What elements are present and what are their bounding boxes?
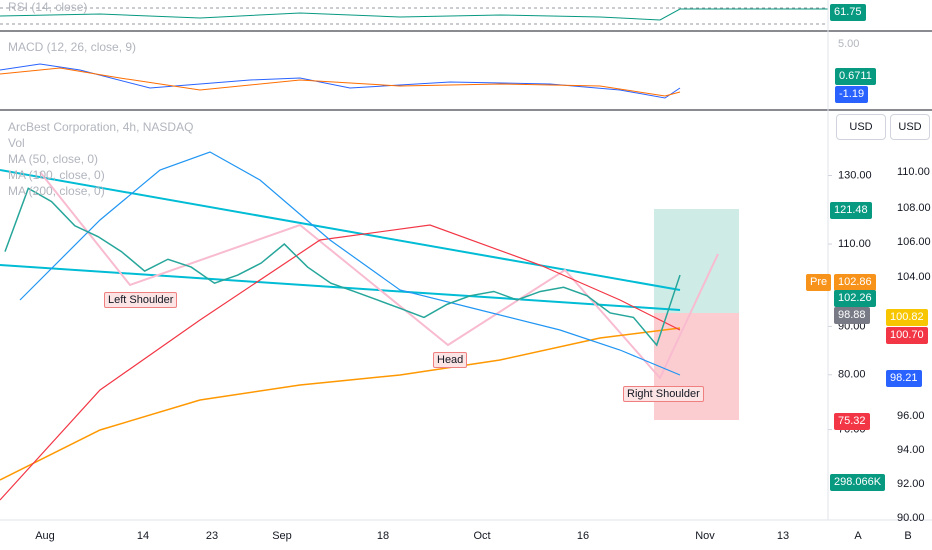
signal-line xyxy=(0,67,681,97)
y-tick-label: 90.00 xyxy=(897,512,925,524)
y-tick-label: 104.00 xyxy=(897,271,931,283)
price-tag: 102.86 xyxy=(834,274,876,291)
target-zone xyxy=(654,209,739,313)
rsi-value: 61.75 xyxy=(830,4,866,21)
y-tick-label: 110.00 xyxy=(897,166,930,178)
y-tick-label: 108.00 xyxy=(897,202,931,214)
currency-button[interactable]: USD xyxy=(890,114,930,140)
macd-value: -1.19 xyxy=(835,86,869,103)
macd-label: MACD (12, 26, close, 9) xyxy=(8,40,137,54)
ma-100 xyxy=(0,224,681,501)
x-tick-label: Aug xyxy=(35,530,55,542)
y-tick-label: 96.00 xyxy=(897,410,925,422)
x-tick-label: Sep xyxy=(272,530,292,542)
legend-item: MA (50, close, 0) xyxy=(8,152,99,166)
y-tick-label: 94.00 xyxy=(897,444,925,456)
x-tick-label: 13 xyxy=(777,530,789,542)
pattern-label: Right Shoulder xyxy=(623,386,704,402)
legend-item: MA (200, close, 0) xyxy=(8,184,105,198)
y-tick-label: 80.00 xyxy=(838,369,866,381)
price-line xyxy=(4,187,681,347)
y-tick-label: 110.00 xyxy=(838,238,871,250)
x-tick-label: Oct xyxy=(473,530,490,542)
x-tick-label: 23 xyxy=(206,530,218,542)
x-tick-label: 16 xyxy=(577,530,589,542)
ma-200 xyxy=(0,327,681,481)
macd-scale: 5.00 xyxy=(838,38,860,50)
currency-button[interactable]: USD xyxy=(836,114,886,140)
price-tag: 100.70 xyxy=(886,327,928,344)
legend-item: MA (100, close, 0) xyxy=(8,168,105,182)
channel xyxy=(0,169,681,291)
head-shoulders xyxy=(39,171,719,380)
rsi-line xyxy=(0,8,828,21)
price-tag: 102.26 xyxy=(834,290,876,307)
channel xyxy=(0,264,681,311)
x-tick-label: Nov xyxy=(695,530,715,542)
x-tick-label: 14 xyxy=(137,530,149,542)
pattern-label: Head xyxy=(433,352,468,368)
y-tick-label: 92.00 xyxy=(897,478,925,490)
y-tick-label: 106.00 xyxy=(897,236,931,248)
axis-button: A xyxy=(854,530,862,542)
x-tick-label: 18 xyxy=(377,530,389,542)
legend-item: ArcBest Corporation, 4h, NASDAQ xyxy=(8,120,194,134)
legend-item: Vol xyxy=(8,136,25,150)
pattern-label: Left Shoulder xyxy=(104,292,178,308)
price-tag: 75.32 xyxy=(834,413,870,430)
price-tag: 98.21 xyxy=(886,370,922,387)
y-tick-label: 130.00 xyxy=(838,169,872,181)
macd-value: 0.6711 xyxy=(835,68,876,85)
macd-line xyxy=(0,63,681,99)
rsi-label: RSI (14, close) xyxy=(8,0,88,14)
stop-zone xyxy=(654,313,739,420)
price-tag: 298.066K xyxy=(830,474,886,491)
price-tag: Pre xyxy=(806,274,832,291)
ma-50 xyxy=(19,151,681,376)
price-tag: 121.48 xyxy=(830,202,872,219)
axis-button: B xyxy=(904,530,911,542)
rsi-panel xyxy=(0,0,828,30)
price-tag: 98.88 xyxy=(834,307,870,324)
price-tag: 100.82 xyxy=(886,309,928,326)
